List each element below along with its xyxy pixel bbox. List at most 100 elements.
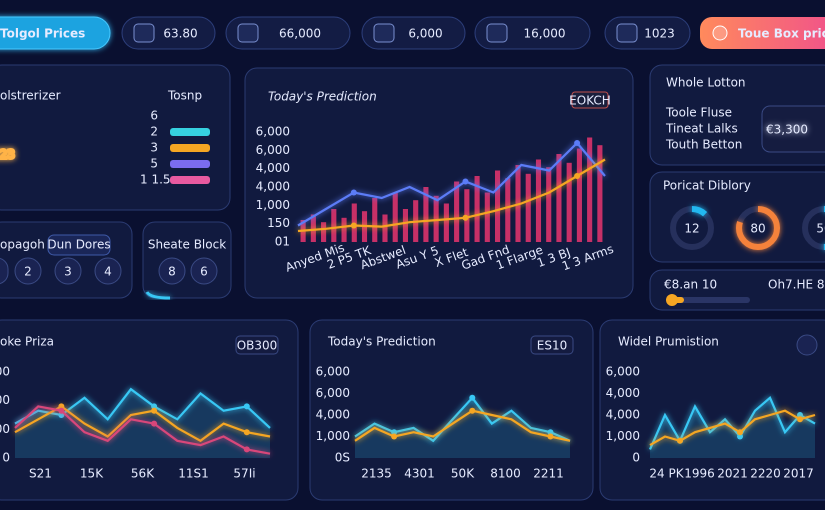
number-circle[interactable] [14,257,42,285]
point [151,403,158,410]
x-tick-label: 2135 [361,467,392,481]
point [151,407,158,414]
bar [474,176,480,242]
point [737,429,743,436]
point [58,403,65,410]
stat-icon [616,23,638,43]
point [151,420,158,427]
y-tick-label: 00 [0,365,10,379]
stat-icon [486,23,508,43]
y-tick-label: 00 [0,393,10,407]
bar [392,192,398,242]
line [14,405,271,455]
y-tick-label: 0S [335,451,350,465]
point [391,433,398,440]
x-tick-label: 2220 [750,467,781,481]
list-chip [170,160,210,168]
stat-icon [237,23,259,43]
y-tick-label: 4,000 [316,408,350,422]
bar [402,209,409,242]
y-tick-label: 4,000 [256,180,290,194]
list-number: 2 [150,125,158,139]
x-tick-label: 57Ii [233,467,255,481]
bar [535,159,542,242]
point [391,429,398,436]
badge-label: OB300 [237,339,278,353]
donut-label: 50 [816,222,825,236]
panel-icon[interactable] [796,334,818,356]
point [574,173,581,179]
bar [341,217,347,242]
number: 2 [24,265,32,279]
line [297,158,606,233]
bar [525,173,531,242]
stat-value: 16,000 [524,27,566,41]
number-circle[interactable] [158,257,186,285]
panel-title: opagoh & [0,238,58,252]
amount: €3,300 [766,123,808,137]
list-title: Tosnp [167,89,202,103]
panel-title: Widel Prumistion [618,335,719,349]
stat-value: 1023 [644,27,675,41]
y-tick-label: 00 [0,422,10,436]
donut-arc [802,206,825,250]
bar [556,154,562,242]
point [243,446,250,453]
point [574,140,581,146]
number-circle[interactable] [190,257,218,285]
bar [372,198,378,242]
slider-track [668,297,750,303]
slider-mid: Oh [768,278,785,292]
panel-title: Today's Prediction [268,90,377,104]
y-tick-label: 4,000 [606,386,640,400]
bar [331,209,337,242]
number-circle[interactable] [94,257,122,285]
bar [597,145,603,242]
line [354,409,571,442]
point [243,429,250,436]
panel [0,319,299,501]
bar [433,195,439,242]
point [350,222,357,229]
badge [571,91,609,109]
panel [0,64,231,211]
line [14,405,271,443]
number-circle [0,257,9,285]
y-tick-label: 4,000 [606,408,640,422]
donut-arc [670,206,714,250]
point [469,394,476,401]
list-item: Tineat Lalks [665,122,738,136]
brand-pill[interactable] [0,16,111,50]
list-number: 5 [150,157,158,171]
bar [423,187,429,242]
y-tick-label: 01 [275,235,290,249]
action-button[interactable] [700,17,825,49]
slider-knob[interactable] [666,294,678,306]
chip-label: Dun Dores [47,238,110,252]
chip [47,234,111,256]
list-item: Toole Fluse [665,106,732,120]
donut-label: 80 [750,222,765,236]
list-number: 6 [150,109,158,123]
panel [599,319,825,501]
panel-title: Sheate Block [148,238,226,252]
area [15,389,270,458]
point [797,412,803,418]
x-tick-label: 1996 [684,467,715,481]
amount-box [761,105,825,153]
number-circle[interactable] [54,257,82,285]
donut-arc [736,206,780,250]
bar [505,178,511,242]
badge-label: EOKCH [569,94,611,108]
y-tick-label: 4,000 [256,161,290,175]
slider-right: 7.HE 8 [785,278,825,292]
panel-title: Poricat Diblory [663,179,751,193]
y-tick-label: 6,000 [256,143,290,157]
list-chip [170,144,210,152]
point [737,433,743,440]
bar [494,170,501,242]
panel [649,171,825,263]
action-icon [712,25,728,41]
y-tick-label: 1,000 [316,429,350,443]
